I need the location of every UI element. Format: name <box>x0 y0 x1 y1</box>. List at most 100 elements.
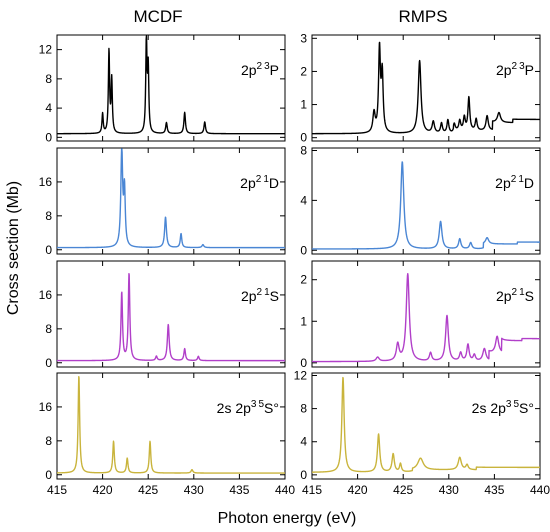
panel-label-term: P <box>270 62 279 78</box>
panel-label: 2p2 1D <box>240 174 279 191</box>
series-line <box>311 376 541 473</box>
y-tick-label: 8 <box>45 72 52 86</box>
panel-label-term: S <box>519 400 528 416</box>
panel-label-sup1: 2 <box>512 287 518 298</box>
y-tick-label: 8 <box>45 209 52 223</box>
x-tick-label: 435 <box>229 483 249 497</box>
y-tick-label: 0 <box>300 131 307 145</box>
panel-frame <box>311 34 541 142</box>
y-tick-label: 0 <box>45 130 52 144</box>
y-tick-label: 8 <box>45 434 52 448</box>
y-tick-label: 3 <box>300 31 307 45</box>
panel-label-sup2: 1 <box>518 174 524 185</box>
panel-label: 2s 2p3 5S° <box>217 399 279 416</box>
panel-label: 2p2 1D <box>495 174 534 191</box>
y-tick-label: 2 <box>300 273 307 287</box>
panel-label: 2p2 1S <box>241 287 279 304</box>
panel-label-term: D <box>269 175 279 191</box>
y-tick-label: 4 <box>300 435 307 449</box>
panel-label-sup2: 1 <box>264 287 270 298</box>
y-axis-label: Cross section (Mb) <box>5 181 22 315</box>
panel-label-base: 2p <box>495 175 511 191</box>
panel-mcdf-0: 0 4 8 12 2p2 3P <box>39 34 286 144</box>
y-tick-label: 12 <box>294 368 308 382</box>
y-tick-label: 0 <box>45 243 52 257</box>
panel-mcdf-1: 0 8 16 2p2 1D <box>39 147 286 257</box>
panel-mcdf-2: 0 8 16 2p2 1S <box>39 260 286 370</box>
panel-label-base: 2p <box>241 288 257 304</box>
panel-frame <box>56 147 286 255</box>
panel-label: 2p2 1S <box>496 287 534 304</box>
series-line <box>311 41 541 135</box>
y-tick-label: 12 <box>39 43 53 57</box>
series-line <box>56 376 286 474</box>
y-tick-label: 8 <box>300 143 307 157</box>
x-axis-label: Photon energy (eV) <box>218 510 357 527</box>
series-line <box>56 35 286 135</box>
panel-label-base: 2p <box>496 288 512 304</box>
panel-label-base: 2p <box>241 62 257 78</box>
x-tick-label: 440 <box>275 483 295 497</box>
panel-label-sup2: 3 <box>264 61 270 72</box>
y-tick-label: 0 <box>45 468 52 482</box>
panel-label-sup1: 3 <box>506 399 512 410</box>
panel-label-sup2: 5 <box>258 399 264 410</box>
panel-label: 2s 2p3 5S° <box>472 399 534 416</box>
panel-label-sup1: 2 <box>257 61 263 72</box>
panel-label-sup2: 1 <box>519 287 525 298</box>
panel-label-sup1: 2 <box>511 174 517 185</box>
y-tick-label: 4 <box>45 101 52 115</box>
panel-frame <box>56 34 286 142</box>
panel-label-term: D <box>524 175 534 191</box>
y-tick-label: 0 <box>300 243 307 257</box>
panel-frame <box>311 260 541 368</box>
panel-label-sup2: 3 <box>519 61 525 72</box>
panel-label-sup2: 1 <box>263 174 269 185</box>
y-tick-label: 0 <box>45 356 52 370</box>
x-tick-label: 420 <box>348 483 368 497</box>
panel-label-base: 2s 2p <box>472 400 506 416</box>
panel-label-base: 2s 2p <box>217 400 251 416</box>
series-line <box>311 273 541 363</box>
y-tick-label: 0 <box>300 468 307 482</box>
x-tick-label: 420 <box>93 483 113 497</box>
y-tick-label: 8 <box>300 402 307 416</box>
panel-label-term: S <box>270 288 279 304</box>
panel-label-term: S <box>525 288 534 304</box>
x-tick-label: 415 <box>302 483 322 497</box>
panel-frame <box>56 260 286 368</box>
panel-rmps-1: 0 4 8 2p2 1D <box>300 143 541 257</box>
series-line <box>56 272 286 362</box>
panel-label-sup1: 3 <box>251 399 257 410</box>
panel-label: 2p2 3P <box>241 61 279 78</box>
series-line <box>56 148 286 249</box>
panel-label-base: 2p <box>496 62 512 78</box>
y-tick-label: 16 <box>39 288 53 302</box>
x-tick-label: 425 <box>138 483 158 497</box>
panel-label-base: 2p <box>240 175 256 191</box>
x-tick-label: 435 <box>484 483 504 497</box>
panel-label-suffix: ° <box>528 400 534 416</box>
panel-label-suffix: ° <box>273 400 279 416</box>
panel-frame <box>311 147 541 255</box>
panel-label-term: S <box>264 400 273 416</box>
panel-frame <box>311 372 541 480</box>
column-title-mcdf: MCDF <box>133 7 182 26</box>
x-tick-label: 415 <box>47 483 67 497</box>
panel-mcdf-3: 0 8 16 415 420 425 430 435 440 2s 2p3 5S° <box>39 372 295 497</box>
y-tick-label: 16 <box>39 175 53 189</box>
x-tick-label: 440 <box>530 483 550 497</box>
panel-rmps-3: 0 4 8 12 415 420 425 430 435 440 2s 2p3 5S° <box>294 368 550 497</box>
y-tick-label: 1 <box>300 98 307 112</box>
column-title-rmps: RMPS <box>398 7 447 26</box>
y-tick-label: 2 <box>300 64 307 78</box>
panel-label: 2p2 3P <box>496 61 534 78</box>
panel-label-term: P <box>525 62 534 78</box>
y-tick-label: 0 <box>300 356 307 370</box>
y-tick-label: 1 <box>300 314 307 328</box>
y-tick-label: 4 <box>300 193 307 207</box>
panel-frame <box>56 372 286 480</box>
